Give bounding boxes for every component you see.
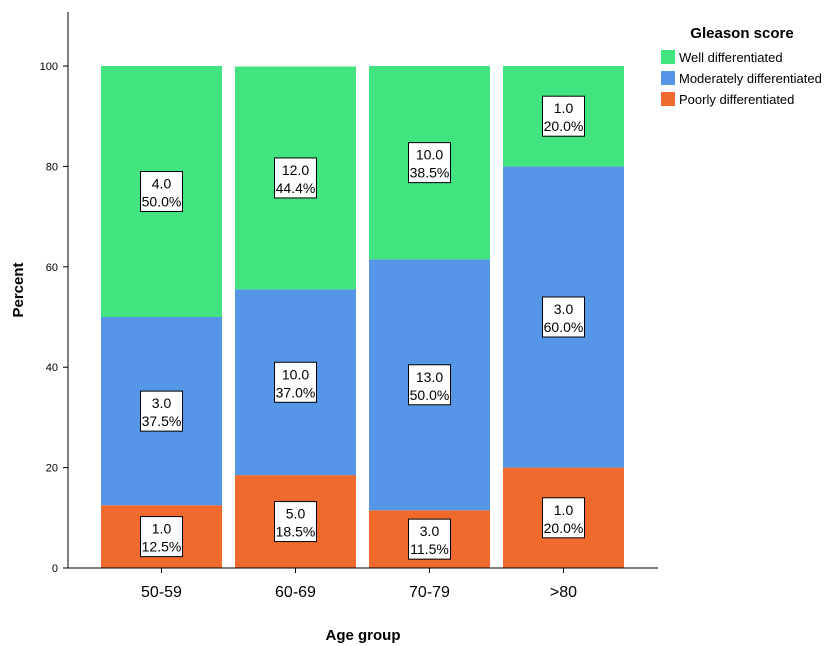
x-tick-label: 70-79 xyxy=(409,584,450,601)
data-label-percent: 18.5% xyxy=(276,524,316,540)
data-label-percent: 37.5% xyxy=(142,413,182,429)
data-label-box xyxy=(542,497,585,539)
data-label-box xyxy=(274,157,317,199)
data-label-box xyxy=(542,296,585,338)
data-label-percent: 50.0% xyxy=(142,194,182,210)
data-label-percent: 60.0% xyxy=(544,319,584,335)
data-label-count: 5.0 xyxy=(286,506,306,522)
legend-label: Poorly differentiated xyxy=(679,92,794,107)
x-tick-label: 50-59 xyxy=(141,584,182,601)
legend-label: Well differentiated xyxy=(679,50,783,65)
y-axis-ticks: 0 20 40 60 80 100 xyxy=(40,61,68,575)
x-axis-ticks: 50-59 60-69 70-79 >80 xyxy=(141,568,577,601)
data-label-box xyxy=(408,364,451,406)
data-label-box xyxy=(274,501,317,543)
legend: Gleason score Well differentiated Moderat… xyxy=(661,25,822,107)
legend-swatch xyxy=(661,50,675,64)
legend-swatch xyxy=(661,71,675,85)
y-tick-label: 40 xyxy=(46,362,58,374)
legend-label: Moderately differentiated xyxy=(679,71,822,86)
data-label-percent: 38.5% xyxy=(410,165,450,181)
data-label-count: 3.0 xyxy=(554,301,574,317)
x-tick-label: >80 xyxy=(550,584,577,601)
data-label-percent: 37.0% xyxy=(276,384,316,400)
data-label-count: 1.0 xyxy=(554,502,574,518)
data-label-count: 12.0 xyxy=(282,162,309,178)
data-label-count: 1.0 xyxy=(554,100,574,116)
data-label-box xyxy=(542,95,585,137)
legend-items: Well differentiated Moderately differenti… xyxy=(661,50,822,107)
data-label-percent: 50.0% xyxy=(410,387,450,403)
data-label-count: 10.0 xyxy=(282,366,309,382)
x-axis-title: Age group xyxy=(326,627,401,644)
data-label-box xyxy=(274,361,317,403)
data-label-percent: 20.0% xyxy=(544,520,584,536)
data-label-count: 10.0 xyxy=(416,147,443,163)
x-tick-label: 60-69 xyxy=(275,584,316,601)
data-label-box xyxy=(408,518,451,560)
data-label-percent: 44.4% xyxy=(276,180,316,196)
data-label-count: 3.0 xyxy=(420,523,440,539)
data-label-percent: 20.0% xyxy=(544,118,584,134)
data-label-box xyxy=(408,142,451,184)
data-label-box xyxy=(140,390,183,432)
legend-swatch xyxy=(661,92,675,106)
data-label-count: 1.0 xyxy=(152,521,172,537)
data-label-count: 3.0 xyxy=(152,395,172,411)
y-tick-label: 60 xyxy=(46,262,58,274)
data-labels-layer: 1.0 12.5% 3.0 37.5% 4.0 50.0% 5.0 18.5% 10.0 37.0… xyxy=(140,95,585,560)
y-tick-label: 100 xyxy=(40,61,58,73)
y-tick-label: 0 xyxy=(52,563,58,575)
data-label-percent: 11.5% xyxy=(410,541,449,557)
data-label-count: 13.0 xyxy=(416,369,443,385)
data-label-count: 4.0 xyxy=(152,176,172,192)
y-axis-title: Percent xyxy=(10,262,27,317)
y-tick-label: 80 xyxy=(46,161,58,173)
data-label-box xyxy=(140,516,183,558)
data-label-box xyxy=(140,171,183,212)
data-label-percent: 12.5% xyxy=(142,539,182,555)
y-tick-label: 20 xyxy=(46,463,58,475)
legend-title: Gleason score xyxy=(690,25,793,42)
